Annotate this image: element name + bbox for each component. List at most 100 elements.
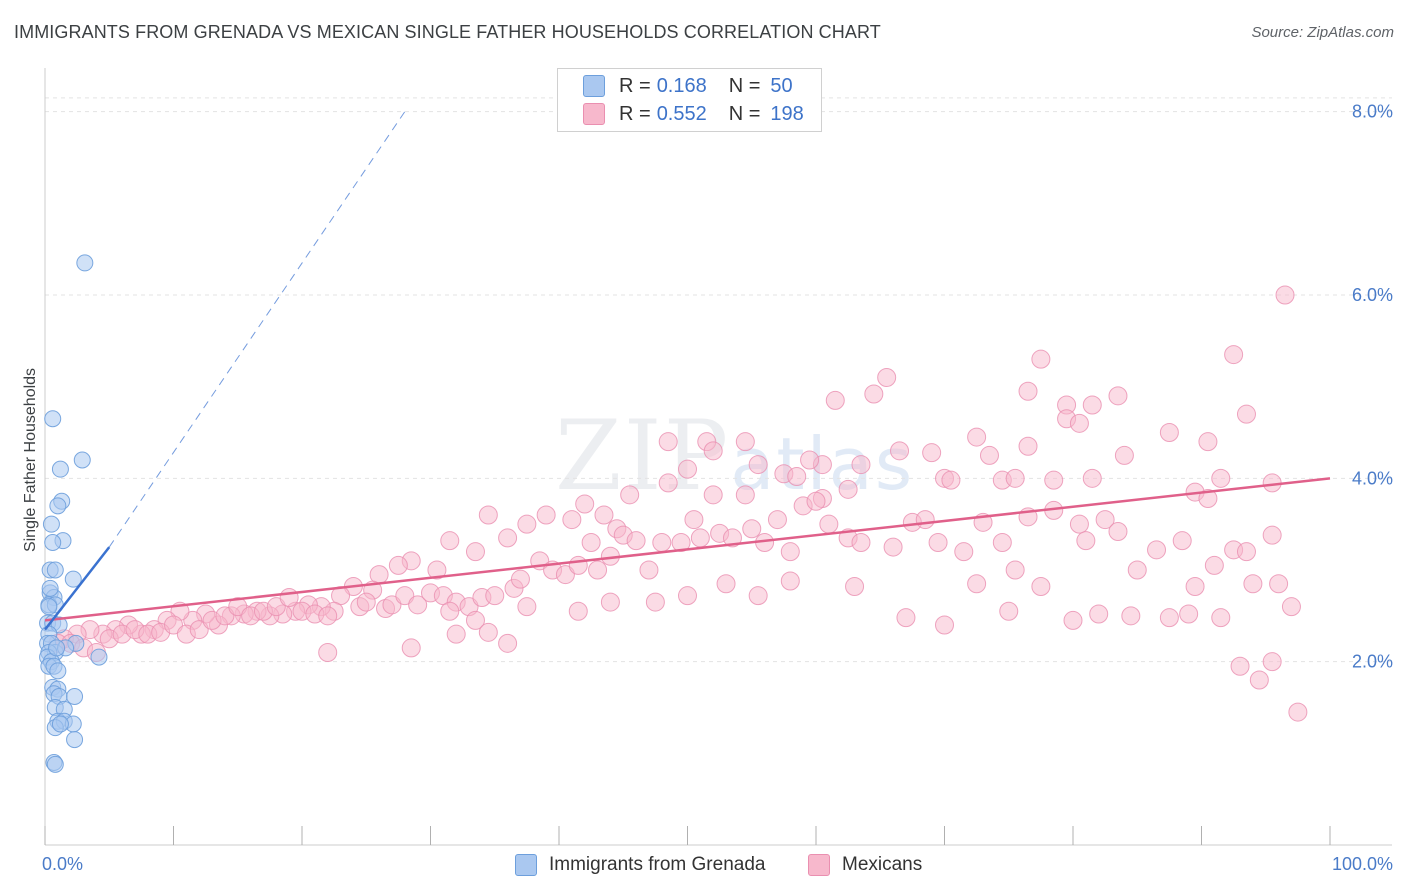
- mexicans-point: [658, 432, 678, 452]
- mexicans-point: [735, 485, 755, 505]
- mexicans-point: [164, 615, 183, 635]
- mexicans-point: [408, 595, 428, 615]
- mexicans-point: [1159, 423, 1179, 442]
- mexicans-point: [1005, 468, 1025, 488]
- mexicans-point: [1243, 574, 1263, 594]
- x-tick-label: 0.0%: [42, 854, 83, 874]
- mexicans-point: [658, 473, 678, 493]
- mexicans-point: [517, 597, 537, 617]
- mexicans-point: [581, 533, 601, 552]
- mexicans-point: [851, 455, 871, 475]
- grenada-point: [44, 534, 62, 551]
- y-tick-label: 4.0%: [1352, 468, 1393, 488]
- mexicans-point: [864, 384, 884, 404]
- mexicans-point: [568, 601, 588, 621]
- mexicans-point: [1018, 436, 1038, 456]
- mexicans-point: [819, 514, 839, 534]
- mexicans-point: [806, 491, 826, 511]
- mexicans-point: [215, 606, 235, 626]
- mexicans-point: [722, 528, 742, 548]
- mexicans-point: [915, 510, 935, 530]
- y-tick-label: 8.0%: [1352, 102, 1393, 122]
- mexicans-point: [536, 505, 556, 525]
- mexicans-point: [922, 443, 942, 463]
- grenada-point: [46, 561, 64, 579]
- mexicans-point: [517, 514, 537, 534]
- mexicans-point: [382, 595, 402, 615]
- mexicans-point: [748, 455, 768, 475]
- mexicans-point: [877, 368, 897, 387]
- grenada-point: [40, 598, 58, 616]
- mexicans-point: [228, 597, 248, 617]
- mexicans-point: [465, 542, 485, 562]
- trend-lines: [44, 111, 1331, 631]
- axis-labels: 2.0% 4.0% 6.0% 8.0% 0.0% 100.0% Single Father …: [22, 102, 1393, 874]
- legend-n-value: 50: [770, 74, 793, 97]
- mexicans-point: [266, 597, 286, 617]
- source-label: Source: ZipAtlas.com: [1251, 24, 1394, 41]
- mexicans-point: [1069, 514, 1089, 534]
- stats-legend: R = 0.168 N = 50 R = 0.552 N = 198: [557, 68, 822, 132]
- grenada-points: [39, 254, 108, 773]
- mexicans-point: [1281, 597, 1301, 617]
- mexicans-point: [427, 560, 447, 580]
- mexicans-point: [690, 528, 710, 548]
- mexicans-point: [678, 586, 697, 606]
- chart-title: IMMIGRANTS FROM GRENADA VS MEXICAN SINGL…: [14, 22, 881, 42]
- mexicans-points: [48, 285, 1308, 722]
- y-tick-label: 6.0%: [1352, 285, 1393, 305]
- legend-row-mexicans: R = 0.552 N = 198: [583, 102, 804, 126]
- legend-n-label: N =: [728, 74, 761, 97]
- legend-swatch-grenada: [583, 75, 605, 97]
- mexicans-point: [1147, 540, 1167, 560]
- mexicans-point: [478, 622, 498, 642]
- mexicans-point: [1198, 432, 1218, 452]
- mexicans-point: [1275, 285, 1295, 305]
- mexicans-point: [620, 485, 640, 505]
- mexicans-point: [1185, 577, 1205, 596]
- mexicans-point: [967, 427, 987, 447]
- mexicans-point: [645, 592, 665, 612]
- grenada-point: [48, 639, 66, 657]
- mexicans-point: [1121, 606, 1141, 626]
- legend-r-value: 0.168: [656, 74, 707, 97]
- mexicans-point: [1211, 608, 1231, 628]
- grenada-point: [51, 460, 69, 478]
- mexicans-point: [626, 531, 646, 551]
- x-tick-label: 100.0%: [1332, 854, 1393, 874]
- mexicans-point: [800, 450, 820, 470]
- mexicans-point: [935, 615, 954, 635]
- bottom-legend-mexicans: Mexicans: [808, 852, 922, 878]
- mexicans-point: [748, 586, 768, 606]
- mexicans-point: [1031, 349, 1051, 369]
- mexicans-point: [639, 560, 659, 580]
- mexicans-point: [1159, 608, 1179, 628]
- bottom-legend-label-mexicans: Mexicans: [842, 854, 923, 875]
- mexicans-point: [671, 533, 691, 552]
- mexicans-point: [999, 601, 1019, 621]
- mexicans-point: [652, 533, 672, 552]
- legend-n-label: N =: [728, 102, 761, 125]
- mexicans-point: [787, 467, 807, 486]
- mexicans-point: [401, 638, 421, 658]
- mexicans-point: [767, 510, 787, 530]
- bottom-legend-label-grenada: Immigrants from Grenada: [549, 854, 766, 875]
- grenada-point: [90, 648, 108, 666]
- mexicans-point: [1269, 574, 1289, 594]
- mexicans-point: [1108, 522, 1128, 541]
- mexicans-point: [279, 588, 299, 607]
- mexicans-point: [440, 531, 460, 551]
- grenada-point: [44, 410, 62, 428]
- mexicans-point: [742, 519, 762, 539]
- mexicans-point: [1095, 510, 1115, 530]
- mexicans-point: [1114, 445, 1134, 465]
- mexicans-trend-line: [44, 477, 1331, 622]
- mexicans-point: [562, 510, 582, 530]
- mexicans-point: [825, 390, 845, 410]
- mexicans-point: [485, 586, 505, 606]
- mexicans-point: [1108, 386, 1128, 406]
- bottom-legend-swatch-grenada: [515, 854, 537, 876]
- mexicans-point: [510, 569, 530, 589]
- mexicans-point: [1082, 468, 1102, 488]
